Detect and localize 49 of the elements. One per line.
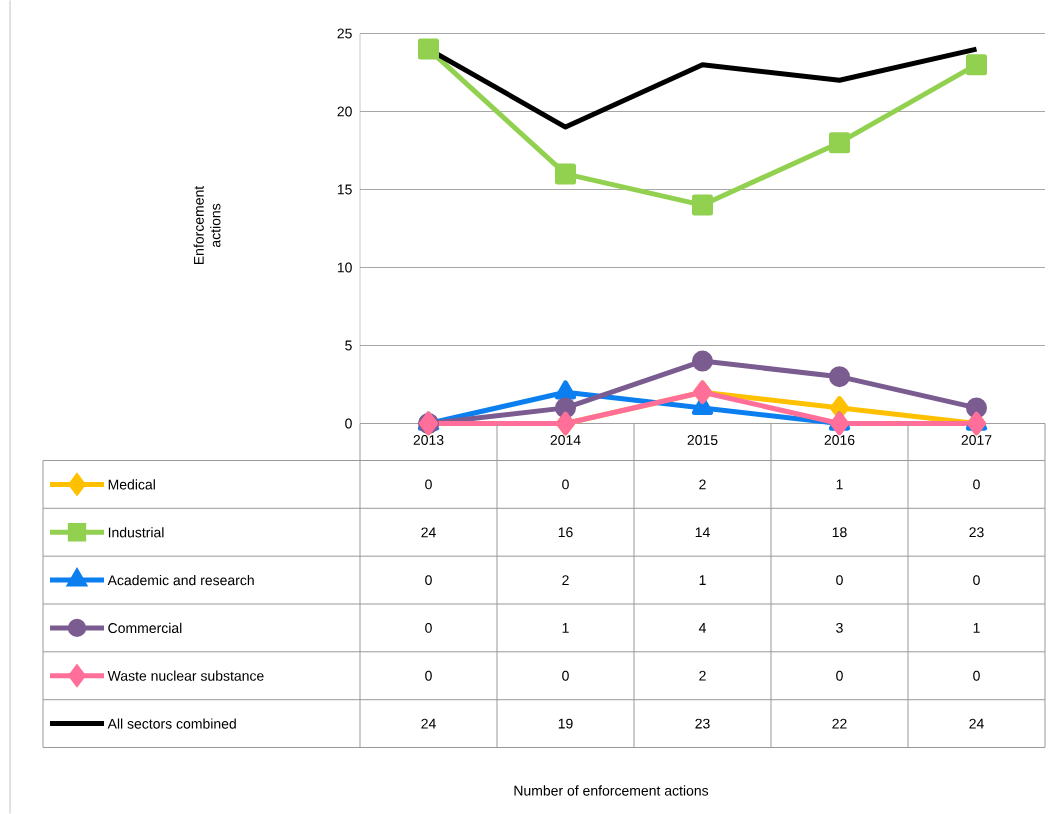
data-label: 18: [832, 527, 847, 538]
data-label: 0: [973, 670, 980, 681]
y-tick-label: 5: [345, 340, 352, 351]
data-label: 1: [836, 479, 843, 490]
data-label: 24: [421, 527, 436, 538]
legend-label: Industrial: [108, 527, 164, 538]
data-label: 23: [695, 718, 710, 729]
x-tick-label: 2015: [687, 435, 718, 446]
data-label: 0: [425, 479, 432, 490]
data-label: 1: [699, 575, 706, 585]
data-label: 0: [973, 479, 980, 490]
data-label: 2: [699, 670, 706, 681]
data-label: 2: [562, 575, 569, 585]
x-tick-label: 2013: [413, 435, 444, 446]
y-tick-label: 15: [337, 184, 352, 195]
data-label: 3: [836, 622, 843, 633]
legend-label: Commercial: [108, 622, 182, 634]
text: Enforcement actions: [193, 185, 221, 265]
data-label: 14: [695, 527, 710, 538]
x-tick-label: 2017: [961, 435, 992, 446]
x-tick-label: 2014: [550, 435, 581, 446]
data-label: 0: [836, 575, 843, 586]
data-label: 22: [832, 718, 847, 729]
data-label: 0: [425, 622, 432, 633]
legend-label: Academic and research: [107, 574, 254, 586]
y-tick-label: 0: [345, 418, 352, 429]
data-label: 16: [558, 527, 573, 538]
data-label: 0: [425, 575, 432, 586]
data-label: 0: [836, 670, 843, 681]
data-label: 1: [973, 623, 980, 633]
legend-label: Waste nuclear substance: [107, 670, 264, 681]
data-label: 0: [562, 479, 569, 490]
legend-label: Medical: [108, 479, 155, 490]
data-label: 23: [969, 527, 984, 538]
legend-label: All sectors combined: [107, 718, 236, 729]
data-label: 24: [421, 718, 436, 729]
y-tick-label: 10: [337, 262, 352, 273]
data-label: 19: [558, 718, 573, 729]
data-label: 4: [698, 623, 706, 633]
data-label: 0: [973, 575, 980, 586]
data-label: 2: [699, 479, 706, 490]
y-tick-label: 25: [337, 28, 352, 39]
data-label: 0: [562, 670, 569, 681]
x-tick-label: 2016: [824, 435, 855, 446]
y-tick-label: 20: [337, 106, 352, 117]
data-label: 1: [562, 623, 569, 633]
data-label: 24: [969, 718, 984, 729]
text: Number of enforcement actions: [514, 785, 709, 796]
data-label: 0: [425, 670, 432, 681]
